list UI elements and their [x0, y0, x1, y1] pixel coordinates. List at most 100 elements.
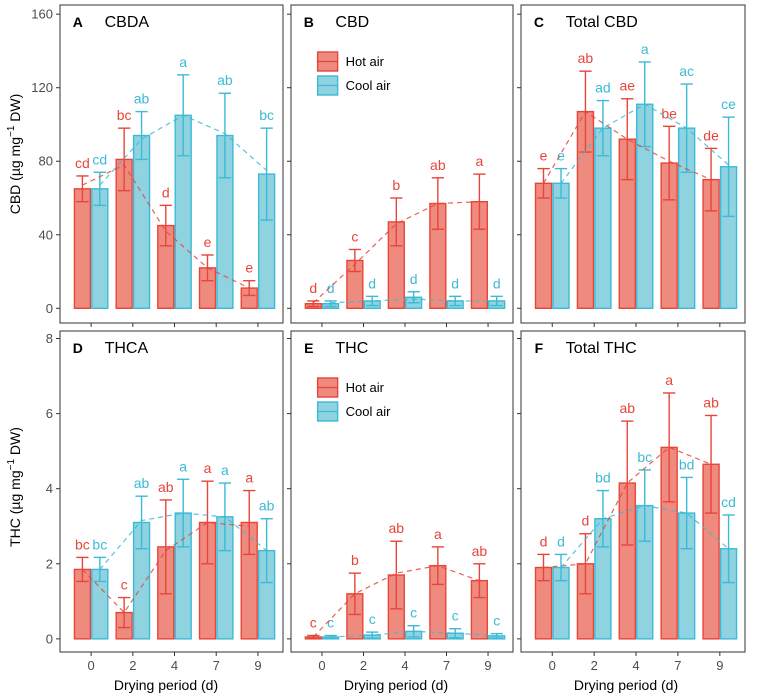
x-tick-label: 2 — [360, 658, 367, 673]
significance-letter-cool: c — [327, 614, 334, 630]
significance-letter-cool: a — [641, 41, 649, 57]
significance-letter-hot: ab — [619, 400, 635, 416]
y-axis-label-top: CBD (µg mg−1 DW) — [6, 94, 23, 215]
significance-letter-cool: ac — [679, 63, 694, 79]
significance-letter-cool: d — [451, 275, 459, 291]
significance-letter-cool: c — [369, 611, 376, 627]
significance-letter-hot: ab — [703, 394, 719, 410]
significance-letter-cool: bc — [637, 449, 652, 465]
trend-line-cool-air — [99, 114, 268, 186]
y-tick-label: 8 — [46, 331, 53, 346]
x-tick-label: 7 — [674, 658, 681, 673]
significance-letter-hot: ab — [158, 479, 174, 495]
significance-letter-hot: a — [434, 526, 442, 542]
significance-letter-cool: d — [410, 271, 418, 287]
panel-title: CBDA — [105, 14, 150, 31]
y-axis-label-bottom: THC (µg mg−1 DW) — [6, 427, 23, 547]
panel-title: THCA — [105, 340, 149, 357]
panel-letter: F — [535, 340, 544, 356]
significance-letter-cool: bc — [92, 536, 107, 552]
trend-line-cool-air — [560, 103, 729, 184]
significance-letter-hot: a — [665, 372, 673, 388]
x-tick-label: 9 — [254, 658, 261, 673]
significance-letter-cool: d — [557, 533, 565, 549]
significance-letter-hot: e — [540, 148, 548, 164]
y-tick-label: 4 — [46, 481, 53, 496]
significance-letter-cool: d — [368, 275, 376, 291]
x-tick-label: 4 — [632, 658, 639, 673]
significance-letter-hot: be — [661, 105, 677, 121]
significance-letter-hot: d — [309, 280, 317, 296]
significance-letter-cool: bd — [679, 456, 695, 472]
significance-letter-hot: ab — [389, 520, 405, 536]
trend-line-hot-air — [542, 110, 712, 184]
significance-letter-cool: bc — [259, 107, 274, 123]
significance-letter-hot: bc — [117, 107, 132, 123]
significance-letter-cool: ab — [134, 475, 150, 491]
x-axis-label: Drying period (d) — [344, 677, 448, 693]
significance-letter-hot: cd — [75, 155, 90, 171]
legend-label-hot-air: Hot air — [346, 54, 385, 69]
y-tick-label: 120 — [31, 80, 53, 95]
significance-letter-hot: a — [475, 153, 483, 169]
significance-letter-cool: c — [410, 605, 417, 621]
x-tick-label: 2 — [129, 658, 136, 673]
x-tick-label: 0 — [318, 658, 325, 673]
panel-letter: B — [304, 14, 314, 30]
significance-letter-hot: c — [310, 614, 317, 630]
x-tick-label: 2 — [591, 658, 598, 673]
x-tick-label: 9 — [484, 658, 491, 673]
significance-letter-cool: ab — [259, 498, 275, 514]
significance-letter-cool: e — [557, 148, 565, 164]
trend-line-hot-air — [82, 164, 250, 289]
panel-letter: D — [73, 340, 83, 356]
y-tick-label: 40 — [39, 227, 53, 242]
panel-title: THC — [335, 340, 368, 357]
trend-line-cool-air — [330, 630, 497, 638]
significance-letter-cool: ab — [134, 91, 150, 107]
significance-letter-hot: d — [582, 513, 590, 529]
panel-letter: C — [534, 14, 544, 30]
x-tick-label: 0 — [549, 658, 556, 673]
x-tick-label: 7 — [443, 658, 450, 673]
significance-letter-cool: a — [179, 458, 187, 474]
trend-line-hot-air — [81, 521, 250, 614]
x-axis-label: Drying period (d) — [574, 677, 678, 693]
legend-label-cool-air: Cool air — [346, 404, 391, 419]
panel-c: e ab ae be de e ad a ac ce C Total CBD — [517, 4, 746, 327]
panel-title: Total CBD — [566, 14, 638, 31]
significance-letter-cool: ad — [595, 80, 611, 96]
y-tick-label: 6 — [46, 406, 53, 421]
x-axis-label: Drying period (d) — [114, 677, 218, 693]
trend-line-hot-air — [312, 201, 480, 304]
significance-letter-hot: d — [162, 184, 170, 200]
significance-letter-hot: ae — [619, 78, 635, 94]
panel-title: CBD — [335, 14, 369, 31]
significance-letter-cool: a — [179, 54, 187, 70]
significance-letter-hot: ab — [472, 543, 488, 559]
significance-letter-cool: a — [221, 462, 229, 478]
trend-line-hot-air — [543, 446, 712, 569]
significance-letter-cool: c — [452, 608, 459, 624]
significance-letter-hot: a — [245, 470, 253, 486]
x-tick-label: 7 — [213, 658, 220, 673]
trend-line-hot-air — [312, 565, 480, 638]
y-tick-label: 0 — [46, 631, 53, 646]
significance-letter-hot: e — [245, 260, 253, 276]
significance-letter-cool: c — [493, 613, 500, 629]
significance-letter-hot: b — [351, 552, 359, 568]
significance-letter-cool: cd — [721, 494, 736, 510]
trend-line-cool-air — [560, 504, 729, 568]
y-tick-label: 160 — [31, 7, 53, 22]
legend-label-cool-air: Cool air — [346, 78, 391, 93]
significance-letter-cool: d — [493, 275, 501, 291]
significance-letter-hot: a — [204, 460, 212, 476]
y-tick-label: 80 — [39, 154, 53, 169]
significance-letter-cool: cd — [92, 151, 107, 167]
significance-letter-hot: b — [392, 177, 400, 193]
bar-hot-air — [73, 188, 92, 309]
